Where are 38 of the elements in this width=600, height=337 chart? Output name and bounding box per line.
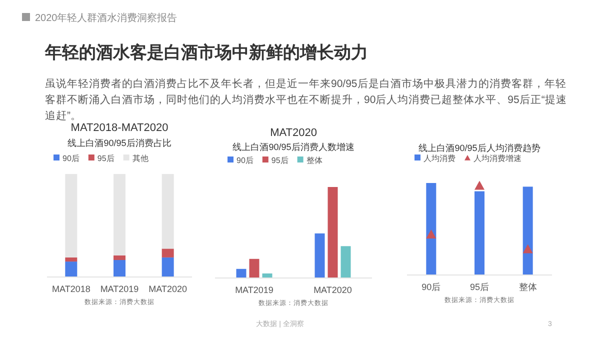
x-tick-label: 90后 (422, 282, 441, 292)
legend-label: 整体 (306, 156, 322, 165)
chart-title: 线上白酒90/95后人均消费趋势 (418, 143, 540, 153)
x-tick-label: MAT2018 (52, 284, 90, 294)
chart-subtitle: 线上白酒90/95后消费人数增速 (232, 142, 354, 152)
legend-label: 90后 (62, 154, 80, 163)
x-tick-label: MAT2019 (100, 284, 139, 294)
x-tick-label: MAT2020 (148, 284, 188, 294)
bar (314, 233, 325, 278)
text: 虽说年轻消费者的白酒消费占比不及年长者，但是近一年来90/95后是白酒市场中极具潜力的消费客群，年轻客群不断涌入白酒市场，同时他们的人均消费水平也在不断提升，90后人均消费已超整体水平、95后正“提速追赶”。 (45, 77, 567, 122)
legend-label: 其他 (132, 154, 148, 163)
legend-label: 人均消费增速 (474, 154, 522, 163)
chart-title: MAT2020 (270, 127, 317, 139)
x-tick-label: MAT2019 (235, 285, 274, 295)
bar (340, 246, 351, 278)
x-tick-label: 95后 (470, 282, 490, 292)
bar (114, 255, 126, 260)
legend-label: 90后 (236, 156, 254, 165)
legend-label: 95后 (97, 154, 114, 163)
x-tick-label: 整体 (518, 282, 537, 292)
text: 2020年轻人群酒水消费洞察报告 (35, 12, 178, 24)
bar (114, 174, 126, 256)
chart-subtitle: 线上白酒90/95后消费占比 (68, 138, 172, 148)
text: 年轻的酒水客是白酒市场中新鲜的增长动力 (44, 43, 368, 62)
bar (65, 174, 78, 258)
bar (328, 187, 338, 278)
bar (162, 257, 174, 277)
chart-title: MAT2018-MAT2020 (70, 122, 168, 134)
legend-label: 人均消费 (424, 154, 456, 163)
x-tick-label: MAT2020 (314, 285, 352, 295)
bar (114, 260, 126, 277)
bar (65, 262, 78, 277)
bar (162, 174, 174, 249)
bar (236, 268, 246, 278)
bar (162, 248, 174, 258)
bar (65, 257, 78, 262)
legend-label: 95后 (271, 156, 288, 165)
bar (249, 258, 260, 278)
